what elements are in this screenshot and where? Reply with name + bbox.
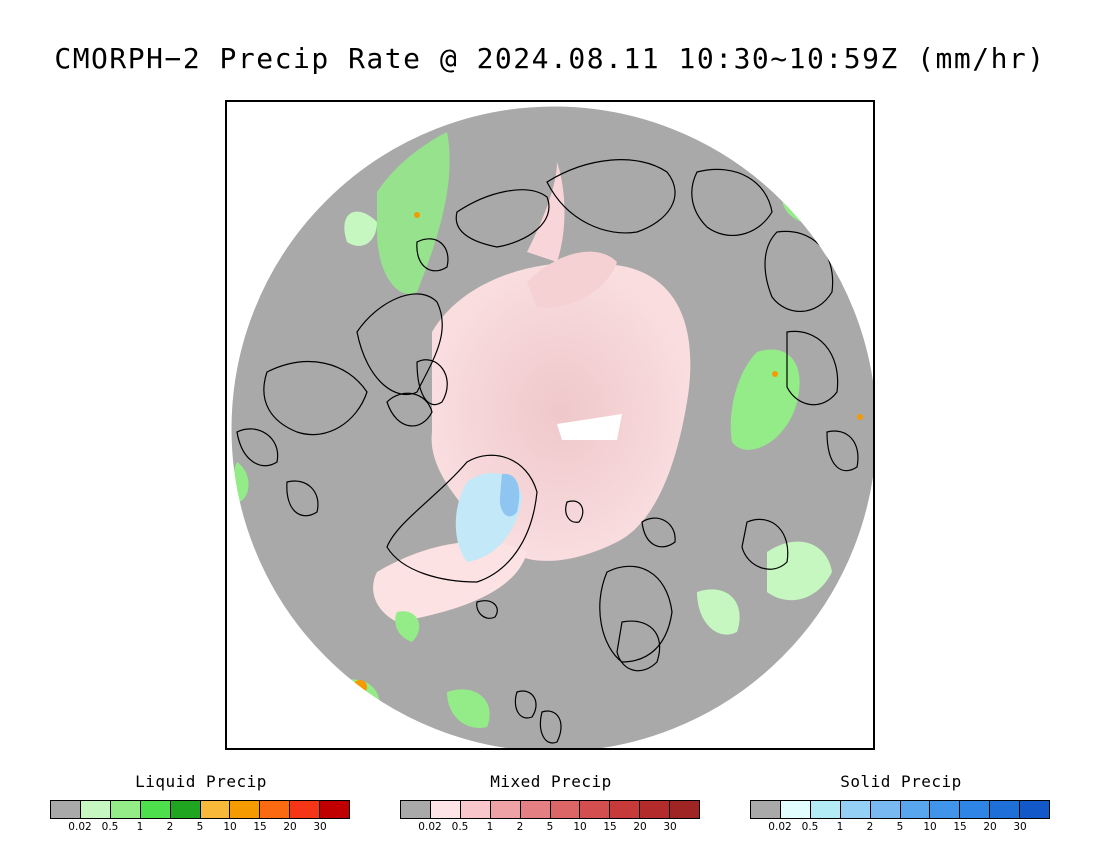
legend-swatch xyxy=(640,801,671,818)
legend-tick-label: 15 xyxy=(603,821,617,833)
legend-colorbar xyxy=(750,800,1050,819)
legend-swatch xyxy=(990,801,1021,818)
legend-swatch xyxy=(550,801,581,818)
legend-tick-label: 30 xyxy=(313,821,327,833)
legend-swatch xyxy=(401,801,431,818)
legend-tick-label: 2 xyxy=(166,821,174,833)
legend-swatch xyxy=(960,801,991,818)
legend-ticks: 0.02 0.5 1 2 5 10 15 20 30 xyxy=(750,821,1050,835)
legend-tick-label: 10 xyxy=(923,821,937,833)
legend-swatch xyxy=(1020,801,1050,818)
legend-tick-label: 2 xyxy=(516,821,524,833)
legend-swatch xyxy=(900,801,931,818)
legend-ticks: 0.02 0.5 1 2 5 10 15 20 30 xyxy=(400,821,700,835)
legend-tick-label: 5 xyxy=(896,821,904,833)
legend-ticks: 0.02 0.5 1 2 5 10 15 20 30 xyxy=(50,821,350,835)
legend-tick-label: 1 xyxy=(486,821,494,833)
legend-swatch xyxy=(780,801,811,818)
legend-swatch xyxy=(320,801,350,818)
legend-swatch xyxy=(810,801,841,818)
legend-tick-label: 20 xyxy=(283,821,297,833)
legend-swatch xyxy=(110,801,141,818)
map-title: CMORPH−2 Precip Rate @ 2024.08.11 10:30~… xyxy=(54,42,1046,75)
legend-tick-label: 15 xyxy=(953,821,967,833)
polar-map xyxy=(225,100,875,750)
no-data-patch xyxy=(557,414,622,440)
legend-swatch xyxy=(430,801,461,818)
arctic-projection xyxy=(227,102,873,748)
legend-swatch xyxy=(170,801,201,818)
coastlines xyxy=(236,159,859,744)
legend-tick-label: 15 xyxy=(253,821,267,833)
legend-swatch xyxy=(520,801,551,818)
legend-tick-label: 0.5 xyxy=(101,821,119,833)
legend-tick-label: 30 xyxy=(663,821,677,833)
legend-tick-label: 1 xyxy=(136,821,144,833)
legend-swatch xyxy=(751,801,781,818)
liquid-precip-areas xyxy=(233,132,832,728)
legend-tick-label: 10 xyxy=(573,821,587,833)
legend-tick-label: 5 xyxy=(546,821,554,833)
legend-tick-label: 20 xyxy=(983,821,997,833)
legend-tick-label: 30 xyxy=(1013,821,1027,833)
legend-title: Liquid Precip xyxy=(135,772,267,791)
legend-tick-label: 0.02 xyxy=(768,821,792,833)
legend-colorbar xyxy=(50,800,350,819)
legend-swatch xyxy=(230,801,261,818)
legend-swatch xyxy=(200,801,231,818)
legend-swatch xyxy=(490,801,521,818)
legend-mixed: Mixed Precip 0.02 0.5 1 2 5 10 15 20 30 xyxy=(400,772,702,835)
legend-tick-label: 5 xyxy=(196,821,204,833)
legend-tick-label: 0.02 xyxy=(68,821,92,833)
legend-title: Solid Precip xyxy=(840,772,962,791)
legend-swatch xyxy=(840,801,871,818)
legend-swatch xyxy=(51,801,81,818)
legend-tick-label: 20 xyxy=(633,821,647,833)
legend-swatch xyxy=(460,801,491,818)
legend-solid: Solid Precip 0.02 0.5 1 2 5 10 15 20 30 xyxy=(750,772,1052,835)
legend-tick-label: 10 xyxy=(223,821,237,833)
legend-tick-label: 0.5 xyxy=(801,821,819,833)
legend-swatch xyxy=(930,801,961,818)
legend-title: Mixed Precip xyxy=(490,772,612,791)
legend-tick-label: 2 xyxy=(866,821,874,833)
legend-tick-label: 0.5 xyxy=(451,821,469,833)
legend-swatch xyxy=(290,801,321,818)
legend-liquid: Liquid Precip 0.02 0.5 1 2 5 10 15 20 30 xyxy=(50,772,352,835)
legend-swatch xyxy=(80,801,111,818)
legend-tick-label: 0.02 xyxy=(418,821,442,833)
legend-colorbar xyxy=(400,800,700,819)
legend-swatch xyxy=(670,801,700,818)
legend-swatch xyxy=(260,801,291,818)
legend-swatch xyxy=(140,801,171,818)
legend-tick-label: 1 xyxy=(836,821,844,833)
legend-swatch xyxy=(610,801,641,818)
legend-swatch xyxy=(870,801,901,818)
legend-swatch xyxy=(580,801,611,818)
